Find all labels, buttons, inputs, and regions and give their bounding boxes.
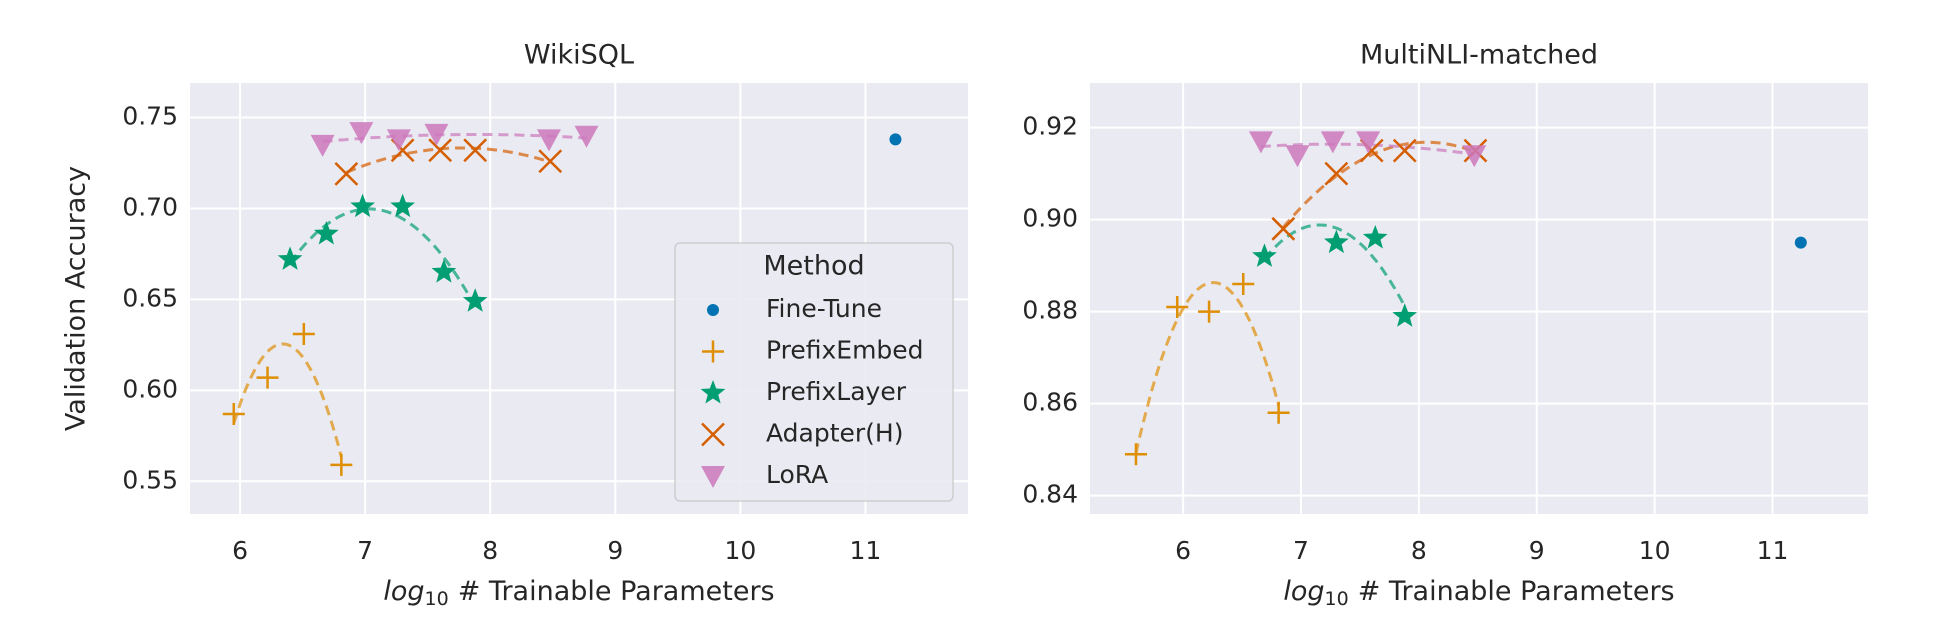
subplot: 6 7 8 9 10 110.550.600.650.700.75WikiSQLlog10… — [61, 40, 968, 610]
legend-label: Adapter(H) — [766, 419, 904, 448]
legend-marker — [701, 466, 725, 488]
trend-line — [288, 207, 477, 308]
y-tick-label: 0.92 — [1022, 112, 1078, 141]
subplot: 6 7 8 9 10 11 0.84 0.86 0.88 0.90 0.92 MultiNLI-mat… — [1022, 40, 1868, 610]
y-tick-label: 0.84 — [1022, 480, 1078, 509]
x-label-sub: 10 — [425, 588, 449, 610]
trend-line — [1134, 281, 1281, 454]
y-tick-label: 0.88 — [1022, 296, 1078, 325]
y-tick-label: 0.86 — [1022, 388, 1078, 417]
point — [256, 366, 279, 389]
trend-line — [322, 133, 587, 143]
point — [1166, 296, 1189, 319]
point — [1356, 131, 1381, 154]
point — [1794, 236, 1807, 249]
x-tick-label: 6 — [1175, 536, 1191, 565]
subplot-title: WikiSQL — [524, 40, 634, 71]
y-tick-label: 0.65 — [122, 283, 178, 312]
legend-label: Fine-Tune — [766, 294, 882, 323]
point — [1285, 145, 1310, 168]
point — [1392, 138, 1417, 163]
point — [349, 122, 374, 145]
point — [1198, 300, 1221, 323]
point — [1252, 243, 1277, 267]
point — [277, 246, 303, 270]
point — [390, 193, 415, 218]
point — [1248, 131, 1273, 154]
x-label-rest: # Trainable Parameters — [458, 576, 775, 607]
x-tick-label: 11 — [1757, 536, 1789, 565]
point — [889, 133, 902, 146]
point — [1462, 145, 1487, 168]
x-axis-label: log10 # Trainable Parameters — [383, 576, 774, 610]
point — [1232, 273, 1255, 296]
x-tick-label: 8 — [1411, 536, 1427, 565]
point — [462, 288, 488, 312]
point — [350, 193, 375, 218]
legend-label: PrefixLayer — [766, 377, 907, 406]
point — [1324, 229, 1349, 254]
x-axis-label: log10 # Trainable Parameters — [1283, 576, 1674, 610]
legend-marker — [702, 340, 724, 363]
x-tick-label: 9 — [607, 536, 623, 565]
x-tick-label: 6 — [232, 536, 248, 565]
point — [431, 259, 457, 283]
trend-line — [1263, 223, 1407, 308]
y-axis-label: Validation Accuracy — [61, 166, 92, 431]
x-tick-label: 11 — [850, 536, 882, 565]
y-tick-label: 0.90 — [1022, 204, 1078, 233]
point — [330, 453, 353, 476]
point — [292, 322, 315, 345]
point — [1392, 303, 1418, 327]
x-tick-label: 7 — [1293, 536, 1309, 565]
point — [424, 123, 449, 146]
x-tick-label: 10 — [1639, 536, 1671, 565]
point — [1267, 401, 1290, 424]
point — [386, 129, 411, 152]
x-label-sub: 10 — [1325, 588, 1349, 610]
x-label-rest: # Trainable Parameters — [1358, 576, 1675, 607]
point — [310, 134, 335, 157]
legend-marker — [707, 304, 719, 316]
y-tick-label: 0.70 — [122, 192, 178, 221]
point — [222, 402, 245, 425]
trend-line — [232, 342, 343, 458]
legend-marker — [700, 380, 726, 404]
x-label-log: log — [383, 576, 424, 607]
point — [574, 125, 599, 148]
y-tick-label: 0.75 — [122, 102, 178, 131]
point — [1271, 216, 1296, 241]
subplot-title: MultiNLI-matched — [1360, 40, 1598, 71]
point — [538, 149, 563, 174]
x-tick-label: 7 — [357, 536, 373, 565]
point — [536, 129, 561, 152]
point — [1324, 161, 1349, 186]
legend-label: LoRA — [766, 460, 828, 489]
y-tick-label: 0.55 — [122, 465, 178, 494]
point — [1362, 225, 1388, 249]
legend-marker — [701, 422, 725, 447]
point — [334, 162, 359, 186]
point — [1124, 443, 1147, 466]
legend: Method Fine-Tune PrefixEmbed PrefixLayer Ada… — [674, 242, 954, 502]
y-tick-label: 0.60 — [122, 374, 178, 403]
point — [1320, 131, 1345, 154]
x-tick-label: 9 — [1529, 536, 1545, 565]
legend-box — [674, 242, 954, 502]
legend-label: PrefixEmbed — [766, 336, 924, 365]
point — [313, 220, 339, 245]
x-tick-label: 8 — [482, 536, 498, 565]
trend-line — [345, 146, 551, 174]
x-label-log: log — [1283, 576, 1324, 607]
x-tick-label: 10 — [724, 536, 756, 565]
point — [463, 138, 488, 163]
legend-title: Method — [763, 251, 864, 282]
trend-line — [1260, 142, 1475, 156]
point — [428, 138, 453, 163]
